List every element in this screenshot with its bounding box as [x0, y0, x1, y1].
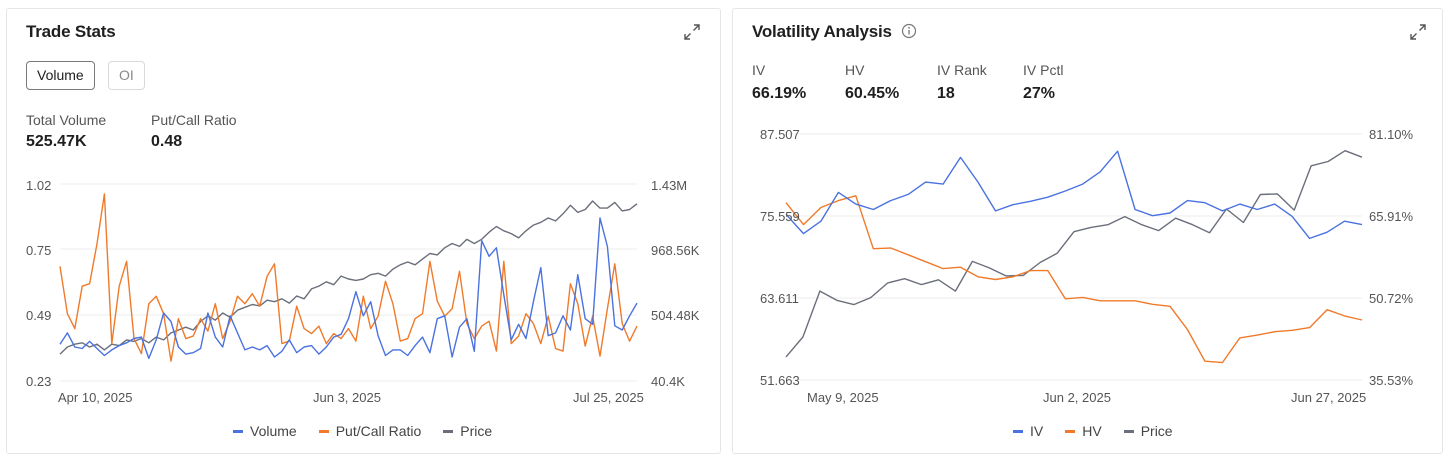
y-tick-left-1: 0.75 [26, 243, 51, 258]
x-tick-2: Jul 25, 2025 [573, 390, 644, 405]
iv-rank-label: IV Rank [937, 62, 987, 78]
x-tick-1: Jun 2, 2025 [1043, 390, 1111, 405]
legend-item-price[interactable]: Price [1123, 423, 1173, 439]
y-tick-left-0: 87.507 [760, 127, 800, 142]
hv-label: HV [845, 62, 865, 78]
y-tick-right-0: 1.43M [651, 178, 687, 193]
volume-toggle[interactable]: Volume [26, 61, 95, 90]
legend-item-iv[interactable]: IV [1013, 423, 1043, 439]
series-line-price [59, 200, 638, 355]
legend-item-put-call-ratio[interactable]: Put/Call Ratio [318, 423, 422, 439]
volatility-chart: 87.507 75.559 63.611 51.663 81.10% 65.91… [760, 127, 1414, 405]
total-volume-value: 525.47K [26, 133, 87, 150]
legend-label: Price [460, 423, 493, 439]
series-line-hv [785, 195, 1363, 364]
volatility-analysis-title: Volatility Analysis [752, 22, 892, 41]
iv-pctl-value: 27% [1023, 85, 1056, 102]
legend-label: HV [1082, 423, 1102, 439]
total-volume-label: Total Volume [26, 112, 107, 128]
expand-icon[interactable] [1409, 23, 1427, 41]
y-tick-right-0: 81.10% [1369, 127, 1414, 142]
series-line-volume [59, 217, 638, 360]
y-tick-right-3: 40.4K [651, 374, 685, 389]
trade-stats-card: Trade Stats Volume OI Total Volume 525.4… [6, 8, 721, 454]
hv-value: 60.45% [845, 85, 900, 102]
iv-pctl-label: IV Pctl [1023, 62, 1064, 78]
trade-stats-legend: Volume Put/Call Ratio Price [233, 423, 492, 439]
y-tick-left-2: 0.49 [26, 308, 51, 323]
legend-item-price[interactable]: Price [443, 423, 492, 439]
y-tick-right-3: 35.53% [1369, 373, 1414, 388]
info-icon[interactable] [901, 23, 917, 39]
put-call-ratio-label: Put/Call Ratio [151, 112, 237, 128]
legend-swatch [233, 429, 243, 433]
legend-item-hv[interactable]: HV [1065, 423, 1102, 439]
y-tick-right-1: 65.91% [1369, 209, 1414, 224]
legend-label: IV [1030, 423, 1044, 439]
y-tick-left-0: 1.02 [26, 178, 51, 193]
expand-icon[interactable] [683, 23, 701, 41]
y-tick-right-2: 50.72% [1369, 291, 1414, 306]
oi-toggle[interactable]: OI [108, 61, 145, 90]
legend-swatch [1123, 429, 1134, 433]
legend-label: Put/Call Ratio [335, 423, 422, 439]
iv-label: IV [752, 62, 766, 78]
iv-value: 66.19% [752, 85, 807, 102]
trade-stats-chart: 1.02 0.75 0.49 0.23 1.43M 968.56K 504.48… [26, 178, 700, 405]
legend-swatch [1065, 429, 1076, 433]
x-tick-0: May 9, 2025 [807, 390, 879, 405]
series-line-put-call-ratio [59, 193, 638, 362]
iv-rank-value: 18 [937, 85, 955, 102]
legend-swatch [318, 429, 329, 433]
y-tick-left-1: 75.559 [760, 209, 800, 224]
legend-label: Volume [250, 423, 297, 439]
y-tick-left-3: 51.663 [760, 373, 800, 388]
y-tick-right-2: 504.48K [651, 308, 700, 323]
x-tick-1: Jun 3, 2025 [313, 390, 381, 405]
series-line-price [785, 149, 1363, 358]
legend-swatch [1013, 429, 1023, 433]
legend-swatch [443, 429, 454, 433]
trade-stats-title: Trade Stats [26, 22, 116, 41]
series-line-iv [785, 150, 1363, 240]
y-tick-right-1: 968.56K [651, 243, 700, 258]
y-tick-left-2: 63.611 [760, 291, 799, 306]
volatility-analysis-card: Volatility Analysis IV 66.19% HV 60.45% … [732, 8, 1443, 454]
legend-label: Price [1140, 423, 1173, 439]
x-tick-2: Jun 27, 2025 [1291, 390, 1366, 405]
x-tick-0: Apr 10, 2025 [58, 390, 132, 405]
volatility-legend: IV HV Price [1013, 423, 1173, 439]
y-tick-left-3: 0.23 [26, 374, 51, 389]
legend-item-volume[interactable]: Volume [233, 423, 297, 439]
put-call-ratio-value: 0.48 [151, 133, 183, 150]
